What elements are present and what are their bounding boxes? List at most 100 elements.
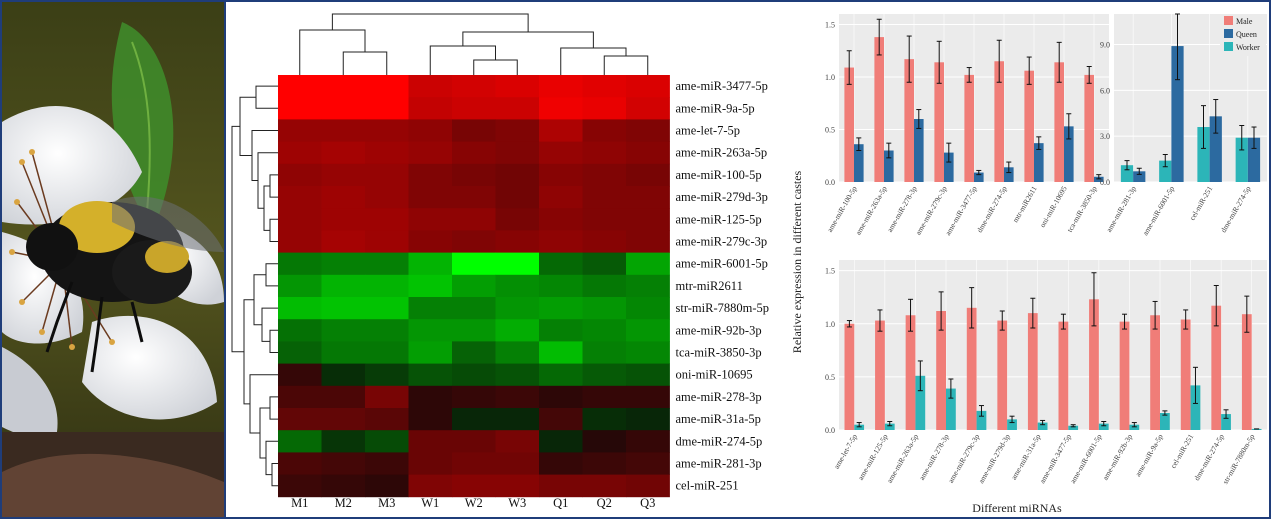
- y-tick-label: 0.0: [1100, 178, 1110, 187]
- heatmap-row-label: ame-miR-31a-5p: [676, 412, 761, 426]
- heatmap-column-label: W1: [421, 496, 439, 510]
- heatmap-cell: [452, 474, 496, 498]
- heatmap-row-label: cel-miR-251: [676, 479, 739, 493]
- heatmap-cell: [321, 230, 366, 253]
- x-tick-label: ame-miR-263a-5p: [885, 432, 920, 484]
- heatmap-cell: [321, 274, 366, 298]
- heatmap-cell: [539, 208, 583, 231]
- bar: [884, 150, 894, 182]
- heatmap-cell: [626, 274, 670, 298]
- heatmap-cell: [365, 97, 409, 120]
- heatmap-cell: [495, 408, 540, 431]
- bar: [994, 61, 1004, 182]
- heatmap-cell: [582, 208, 627, 231]
- heatmap-cell: [495, 208, 540, 231]
- heatmap-row-label: ame-miR-279d-3p: [676, 190, 768, 204]
- heatmap-row-label: ame-miR-278-3p: [676, 390, 762, 404]
- heatmap-cell: [452, 430, 496, 453]
- bar: [914, 119, 924, 182]
- heatmap-row-label: oni-miR-10695: [676, 368, 753, 382]
- heatmap-cell: [408, 230, 453, 253]
- heatmap-cell: [452, 186, 496, 209]
- heatmap-cell: [408, 385, 453, 409]
- bar: [1251, 428, 1262, 430]
- y-tick-label: 6.0: [1100, 86, 1110, 95]
- heatmap-cell: [582, 274, 627, 298]
- heatmap-cell: [539, 97, 583, 120]
- heatmap-cell: [452, 363, 496, 387]
- x-tick-label: ame-let-7-5p: [832, 432, 859, 470]
- bar: [1089, 299, 1099, 430]
- heatmap-cell: [365, 119, 409, 142]
- heatmap-cell: [539, 452, 583, 475]
- bar: [1235, 137, 1248, 182]
- dendrogram-link: [331, 13, 529, 32]
- heatmap-row-label: ame-miR-6001-5p: [676, 257, 768, 271]
- heatmap-panel: ame-miR-3477-5p ame-miR-9a-5p ame-let-7-5p…: [231, 13, 769, 510]
- heatmap-cell: [582, 141, 627, 165]
- heatmap-cell: [582, 186, 627, 209]
- heatmap-cell: [452, 163, 496, 187]
- bar-chart-panel-1: 0.0 0.5 1.0 1.5 ame-miR-100-5pame-miR-263a-5…: [825, 14, 1109, 237]
- bar: [875, 320, 885, 430]
- bar: [1037, 422, 1048, 430]
- heatmap-cell: [626, 252, 670, 276]
- heatmap-cell: [408, 452, 453, 475]
- heatmap-cell: [321, 119, 366, 142]
- heatmap-cell: [582, 430, 627, 453]
- heatmap-cell: [321, 385, 366, 409]
- heatmap-cell: [278, 363, 322, 387]
- heatmap-cell: [452, 274, 496, 298]
- heatmap-cell: [582, 97, 627, 120]
- bar: [1007, 419, 1017, 430]
- heatmap-row-label: dme-miR-274-5p: [676, 434, 763, 448]
- x-tick-label: ame-miR-125-5p: [856, 432, 890, 481]
- heatmap-cell: [278, 208, 322, 231]
- x-axis-label: Different miRNAs: [972, 501, 1062, 515]
- bar: [1129, 424, 1140, 430]
- heatmap-cell: [452, 452, 496, 475]
- bar: [1119, 321, 1130, 430]
- heatmap-cell: [365, 452, 409, 475]
- heatmap-row-label: ame-let-7-5p: [676, 124, 741, 138]
- bar: [1120, 165, 1134, 182]
- x-tick-label: cel-miR-251: [1169, 432, 1196, 470]
- heatmap-cell: [626, 186, 670, 209]
- heatmap-cell: [365, 408, 409, 431]
- y-tick-label: 0.0: [825, 426, 835, 435]
- x-tick-label: cel-miR-251: [1188, 184, 1215, 222]
- heatmap-column-label: M1: [291, 496, 308, 510]
- heatmap-cell: [278, 230, 322, 253]
- heatmap-cell: [495, 363, 540, 387]
- heatmap-cell: [582, 163, 627, 187]
- heatmap-cell: [278, 274, 322, 298]
- heatmap-row-label: ame-miR-92b-3p: [676, 323, 762, 337]
- heatmap-cell: [321, 186, 366, 209]
- legend-swatch-male: [1224, 16, 1233, 25]
- heatmap-cell: [365, 319, 409, 342]
- bar: [1211, 305, 1222, 430]
- heatmap-column-label: Q3: [640, 496, 655, 510]
- heatmap-row-label: ame-miR-9a-5p: [676, 101, 755, 115]
- heatmap-cell: [452, 208, 496, 231]
- heatmap-cell: [408, 208, 453, 231]
- heatmap-cell: [278, 408, 322, 431]
- bar: [844, 67, 854, 182]
- x-tick-label: ame-miR-279d-3p: [976, 432, 1012, 485]
- heatmap-cell: [278, 163, 322, 187]
- x-tick-label: tca-miR-3850-3p: [1065, 184, 1099, 233]
- heatmap-cell: [365, 75, 409, 98]
- heatmap-cell: [626, 297, 670, 320]
- heatmap-cell: [626, 319, 670, 342]
- heatmap-cell: [452, 341, 496, 364]
- bar: [884, 423, 895, 430]
- heatmap-cell: [408, 341, 453, 364]
- y-tick-label: 1.0: [825, 73, 835, 82]
- heatmap-cell: [321, 208, 366, 231]
- bar: [1064, 126, 1074, 182]
- row-dendrogram: [231, 85, 278, 487]
- bar: [905, 315, 916, 430]
- heatmap-cell: [452, 97, 496, 120]
- heatmap-cell: [278, 186, 322, 209]
- heatmap-cell: [539, 474, 583, 498]
